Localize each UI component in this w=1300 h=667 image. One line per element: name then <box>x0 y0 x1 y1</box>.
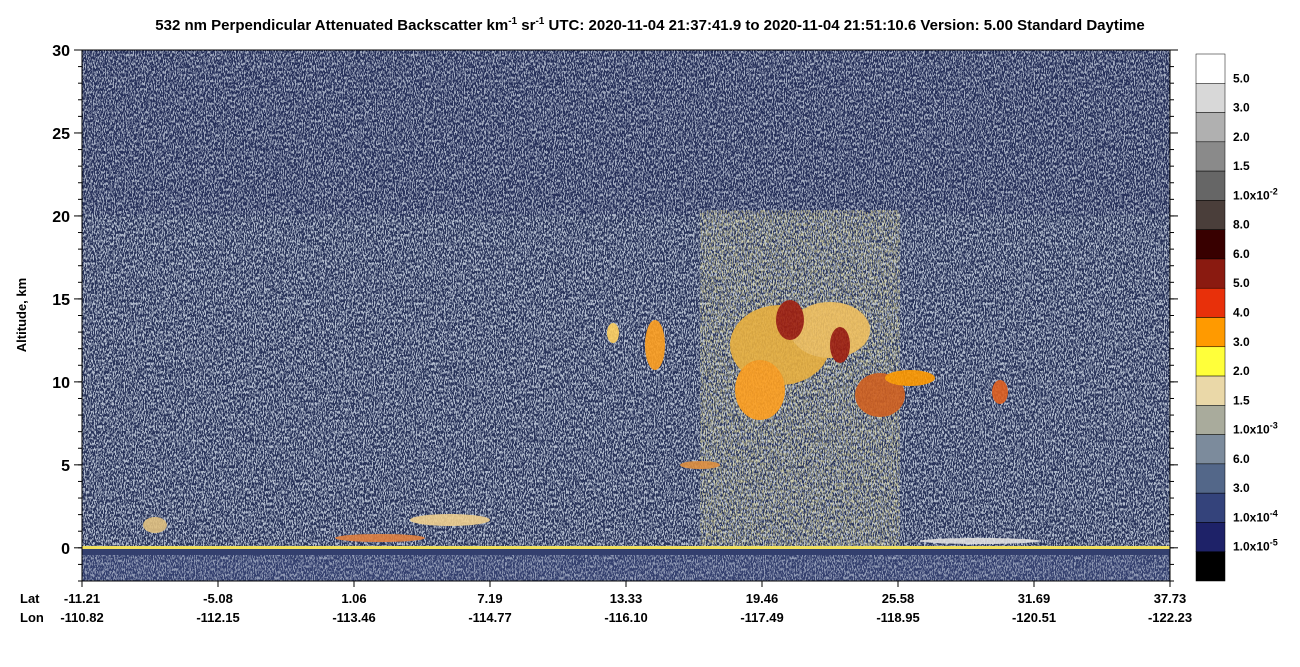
colorbar-swatch <box>1195 83 1226 113</box>
colorbar-label-text: 1.0x10 <box>1233 188 1270 202</box>
colorbar-label-text: 3.0 <box>1233 481 1250 495</box>
colorbar-swatch <box>1195 375 1226 406</box>
colorbar-label-text: 2.0 <box>1233 130 1250 144</box>
colorbar-label: 5.0 <box>1233 276 1250 290</box>
colorbar-label: 1.0x10-2 <box>1233 186 1278 202</box>
colorbar-label-text: 3.0 <box>1233 335 1250 349</box>
title-text: sr <box>517 17 536 34</box>
colorbar-label-text: 1.0x10 <box>1233 423 1270 437</box>
lat-label: 19.46 <box>746 591 779 606</box>
lat-label: -11.21 <box>64 591 100 606</box>
y-tick-label: 25 <box>52 126 70 143</box>
colorbar-label-exponent: -2 <box>1270 186 1278 196</box>
lon-row-label: Lon <box>20 610 44 625</box>
y-tick-label: 20 <box>52 209 70 226</box>
colorbar-swatch <box>1195 346 1226 377</box>
colorbar-swatch <box>1195 258 1226 289</box>
title-superscript: -1 <box>535 16 544 27</box>
colorbar-label-text: 6.0 <box>1233 247 1250 261</box>
colorbar-label: 5.0 <box>1233 71 1250 85</box>
lat-label: 13.33 <box>610 591 643 606</box>
colorbar-swatch <box>1195 492 1226 523</box>
colorbar-swatch <box>1195 405 1226 435</box>
colorbar-label: 6.0 <box>1233 247 1250 261</box>
colorbar-swatch <box>1195 141 1226 172</box>
lon-label: -110.82 <box>60 610 103 625</box>
lon-label: -114.77 <box>468 610 511 625</box>
lat-label: 37.73 <box>1154 591 1187 606</box>
colorbar-label-exponent: -3 <box>1270 421 1278 431</box>
colorbar-swatch <box>1195 287 1226 318</box>
colorbar-label: 2.0 <box>1233 364 1250 378</box>
colorbar-label: 1.0x10-4 <box>1233 508 1278 524</box>
colorbar-label: 1.0x10-3 <box>1233 421 1278 437</box>
lon-label: -118.95 <box>876 610 919 625</box>
colorbar-label-text: 6.0 <box>1233 452 1250 466</box>
lat-label: -5.08 <box>203 591 233 606</box>
colorbar-swatch <box>1195 112 1226 143</box>
lon-label: -122.23 <box>1148 610 1192 625</box>
colorbar-label: 8.0 <box>1233 218 1250 232</box>
colorbar-swatch <box>1195 200 1226 230</box>
y-tick-label: 5 <box>61 458 70 475</box>
colorbar-label: 3.0 <box>1233 481 1250 495</box>
colorbar-label-text: 1.0x10 <box>1233 540 1270 554</box>
lon-label: -120.51 <box>1012 610 1056 625</box>
colorbar-label-text: 5.0 <box>1233 276 1250 290</box>
colorbar-swatch <box>1195 229 1226 260</box>
lat-row-label: Lat <box>20 591 40 606</box>
colorbar-label-text: 5.0 <box>1233 71 1250 85</box>
lat-label: 7.19 <box>477 591 502 606</box>
colorbar-label-text: 2.0 <box>1233 364 1250 378</box>
colorbar-swatch <box>1195 522 1226 552</box>
colorbar-label-text: 8.0 <box>1233 218 1250 232</box>
colorbar-label: 3.0 <box>1233 335 1250 349</box>
colorbar-swatch <box>1195 434 1226 465</box>
colorbar-swatch <box>1195 551 1226 582</box>
colorbar-label: 3.0 <box>1233 101 1250 115</box>
lon-label: -116.10 <box>604 610 647 625</box>
colorbar-swatch <box>1195 317 1226 348</box>
lat-label: 31.69 <box>1018 591 1051 606</box>
chart-title: 532 nm Perpendicular Attenuated Backscat… <box>155 16 1144 34</box>
colorbar-label-exponent: -5 <box>1270 538 1278 548</box>
lon-label: -117.49 <box>740 610 783 625</box>
colorbar-label-text: 1.0x10 <box>1233 510 1270 524</box>
y-axis-label: Altitude, km <box>14 278 29 352</box>
lon-label: -112.15 <box>196 610 239 625</box>
colorbar-label-text: 1.5 <box>1233 159 1250 173</box>
colorbar-label-text: 4.0 <box>1233 306 1250 320</box>
title-text: UTC: 2020-11-04 21:37:41.9 to 2020-11-04… <box>544 17 1144 34</box>
colorbar-label: 4.0 <box>1233 306 1250 320</box>
lat-label: 25.58 <box>882 591 915 606</box>
colorbar-label-text: 1.5 <box>1233 393 1250 407</box>
colorbar-label: 2.0 <box>1233 130 1250 144</box>
colorbar-swatch <box>1195 463 1226 494</box>
lat-label: 1.06 <box>341 591 366 606</box>
y-tick-label: 0 <box>61 541 70 558</box>
lon-label: -113.46 <box>332 610 375 625</box>
title-text: 532 nm Perpendicular Attenuated Backscat… <box>155 17 508 34</box>
colorbar-label: 1.0x10-5 <box>1233 538 1278 554</box>
backscatter-field <box>82 50 1170 581</box>
colorbar-label: 1.5 <box>1233 159 1250 173</box>
colorbar-label-exponent: -4 <box>1270 508 1278 518</box>
colorbar-label-text: 3.0 <box>1233 101 1250 115</box>
colorbar-label: 1.5 <box>1233 393 1250 407</box>
y-tick-label: 15 <box>52 292 70 309</box>
title-superscript: -1 <box>508 16 517 27</box>
y-tick-label: 10 <box>52 375 70 392</box>
colorbar-swatch <box>1195 53 1226 84</box>
y-tick-label: 30 <box>52 43 70 60</box>
colorbar-swatch <box>1195 170 1226 201</box>
colorbar-label: 6.0 <box>1233 452 1250 466</box>
